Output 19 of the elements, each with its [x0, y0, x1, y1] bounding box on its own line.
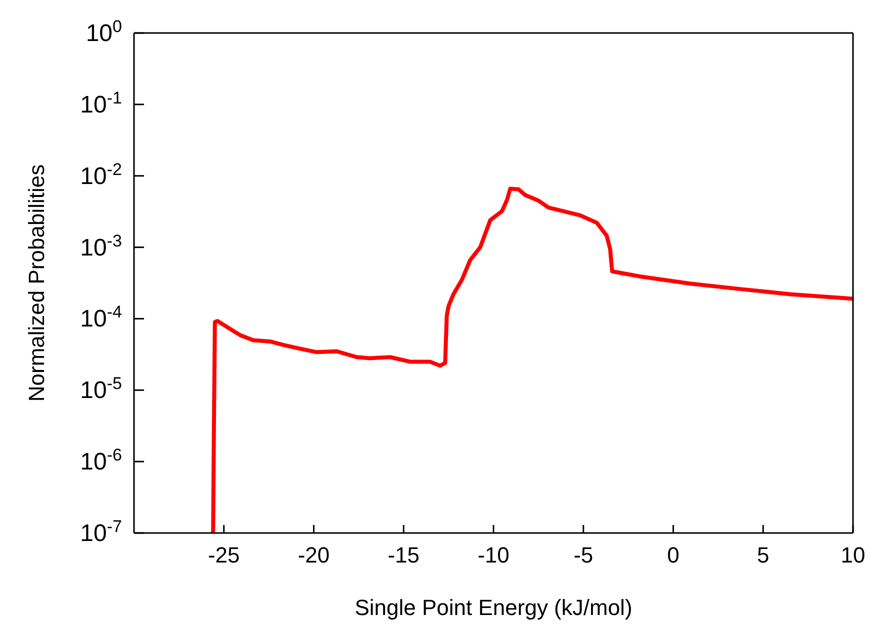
y-tick-label: 10$^{0}$ [86, 16, 122, 47]
x-tick-label: -15 [388, 542, 420, 568]
x-tick-label: -5 [574, 542, 594, 568]
y-axis-title: Normalized Probabilities [24, 164, 49, 402]
x-tick-label: 5 [757, 542, 770, 568]
y-tick-label: 10$^{-4}$ [80, 302, 122, 333]
x-tick-label: -10 [478, 542, 510, 568]
x-axis-title: Single Point Energy (kJ/mol) [354, 595, 632, 620]
x-tick-label: 10 [840, 542, 866, 568]
y-tick-label: 10$^{-1}$ [80, 88, 122, 118]
x-tick-label: -20 [298, 542, 330, 568]
y-tick-label: 10$^{-5}$ [80, 374, 122, 404]
y-tick-label: 10$^{-6}$ [80, 445, 122, 476]
x-tick-label: -25 [208, 542, 240, 568]
y-tick-label: 10$^{-2}$ [80, 159, 122, 190]
x-tick-label: 0 [667, 542, 680, 568]
y-tick-label: 10$^{-3}$ [80, 230, 122, 262]
line-series [211, 186, 853, 533]
y-tick-label: 10$^{-7}$ [80, 516, 122, 547]
